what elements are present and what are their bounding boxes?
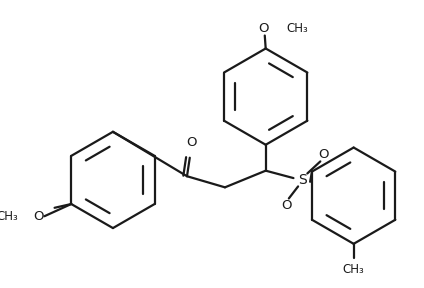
Text: O: O <box>259 22 269 35</box>
Text: S: S <box>298 173 307 187</box>
Text: CH₃: CH₃ <box>286 22 308 35</box>
Text: O: O <box>318 147 328 160</box>
Text: O: O <box>187 137 197 149</box>
Text: CH₃: CH₃ <box>0 210 19 223</box>
Text: O: O <box>33 210 44 223</box>
Text: CH₃: CH₃ <box>343 263 365 276</box>
Text: O: O <box>281 199 291 212</box>
